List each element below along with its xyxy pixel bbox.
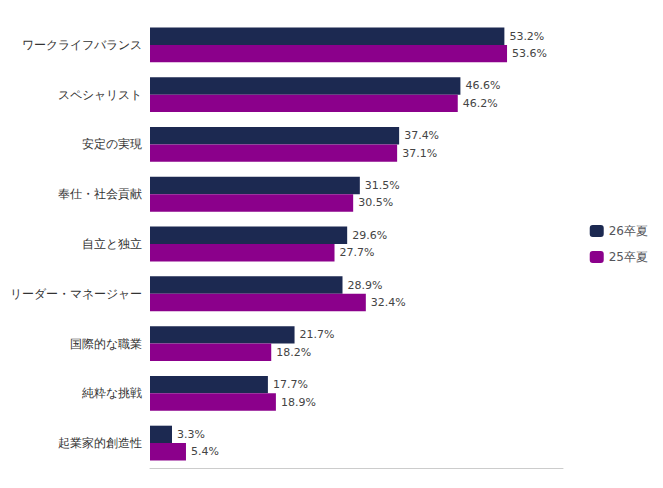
svg-text:26卒夏: 26卒夏 [609, 224, 648, 238]
svg-text:奉仕・社会貢献: 奉仕・社会貢献 [58, 187, 142, 201]
svg-text:リーダー・マネージャー: リーダー・マネージャー [10, 287, 142, 301]
svg-text:ワークライフバランス: ワークライフバランス [22, 38, 142, 52]
svg-text:スペシャリスト: スペシャリスト [58, 88, 142, 102]
svg-text:31.5%: 31.5% [365, 179, 400, 192]
svg-text:17.7%: 17.7% [273, 378, 308, 391]
svg-text:国際的な職業: 国際的な職業 [70, 337, 142, 351]
svg-text:21.7%: 21.7% [300, 328, 335, 341]
svg-text:純粋な挑戦: 純粋な挑戦 [82, 386, 142, 400]
svg-text:5.4%: 5.4% [191, 445, 219, 458]
svg-text:安定の実現: 安定の実現 [82, 137, 142, 151]
svg-text:起業家的創造性: 起業家的創造性 [58, 436, 142, 450]
svg-text:37.4%: 37.4% [404, 129, 439, 142]
svg-text:37.1%: 37.1% [402, 147, 437, 160]
svg-text:28.9%: 28.9% [348, 279, 383, 292]
svg-text:18.2%: 18.2% [276, 346, 311, 359]
svg-text:30.5%: 30.5% [358, 196, 393, 209]
svg-text:18.9%: 18.9% [281, 396, 316, 409]
svg-text:53.6%: 53.6% [512, 47, 547, 60]
svg-text:46.6%: 46.6% [465, 79, 500, 92]
svg-text:25卒夏: 25卒夏 [609, 250, 648, 264]
svg-text:27.7%: 27.7% [340, 246, 375, 259]
svg-text:自立と独立: 自立と独立 [82, 237, 142, 251]
svg-text:29.6%: 29.6% [352, 229, 387, 242]
svg-text:46.2%: 46.2% [463, 97, 498, 110]
svg-text:3.3%: 3.3% [177, 428, 205, 441]
svg-text:53.2%: 53.2% [509, 30, 544, 43]
svg-text:32.4%: 32.4% [371, 296, 406, 309]
